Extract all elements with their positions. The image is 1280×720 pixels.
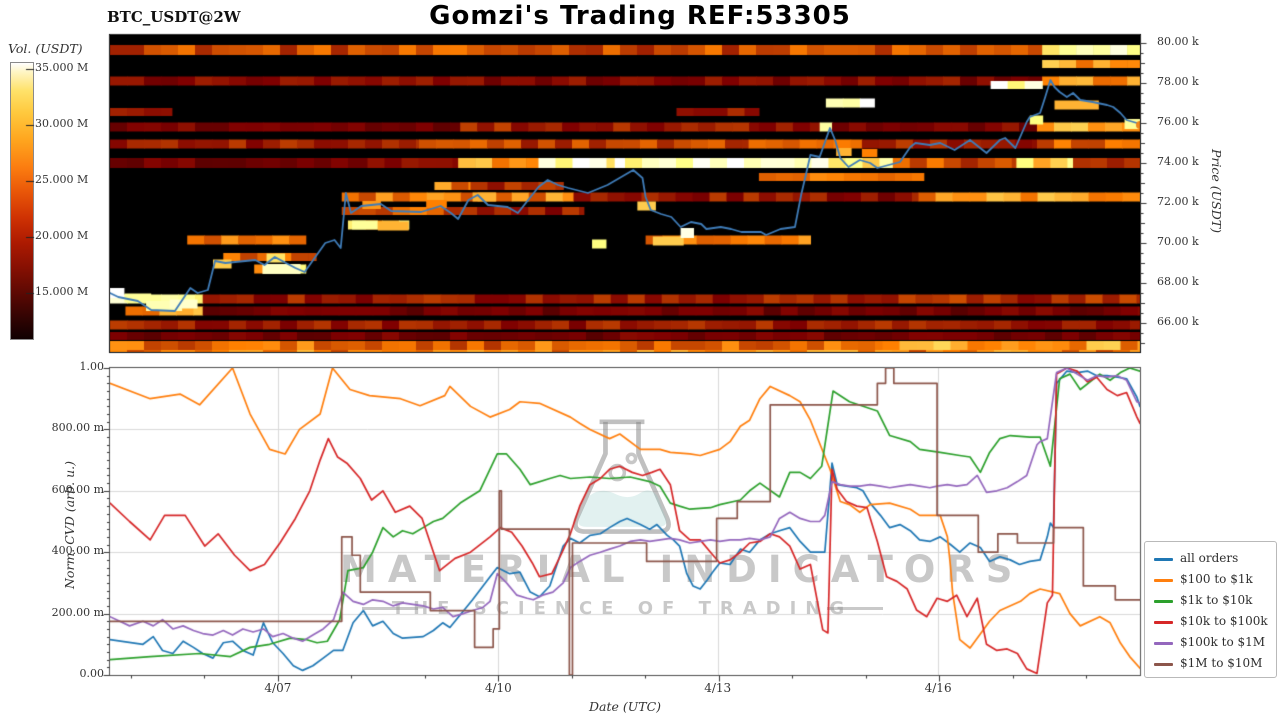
legend-label: $100k to $1M [1180, 635, 1266, 649]
colorbar-title: Vol. (USDT) [8, 41, 83, 56]
price-tick: 76.00 k [1157, 115, 1199, 128]
x-tick: 4/10 [484, 681, 512, 695]
legend-line-swatch [1154, 621, 1173, 624]
legend-line-swatch [1154, 600, 1173, 603]
x-tick: 4/07 [264, 681, 292, 695]
x-axis-title: Date (UTC) [588, 699, 662, 714]
legend-label: $1k to $10k [1180, 593, 1253, 607]
price-tick: 66.00 k [1157, 315, 1199, 328]
legend-item: $100k to $1M [1145, 633, 1276, 654]
colorbar-tick: 15.000 M [35, 285, 89, 298]
legend-item: $100 to $1k [1145, 570, 1276, 591]
cvd-axis-title: Norm. CVD (arb. u.) [62, 461, 77, 589]
colorbar-tick: 30.000 M [35, 117, 89, 130]
legend-label: $100 to $1k [1180, 572, 1253, 586]
cvd-tick: 0.00 [79, 667, 105, 680]
legend-item: all orders [1145, 549, 1276, 570]
legend-label: $10k to $100k [1180, 614, 1268, 628]
price-tick: 80.00 k [1157, 35, 1199, 48]
colorbar-gradient [10, 62, 34, 340]
price-tick: 72.00 k [1157, 195, 1199, 208]
x-tick: 4/13 [704, 681, 732, 695]
legend-line-swatch [1154, 558, 1173, 561]
legend-label: $1M to $10M [1180, 656, 1263, 670]
legend-item: $1M to $10M [1145, 654, 1276, 675]
cvd-tick: 200.00 m [51, 605, 104, 619]
legend-item: $1k to $10k [1145, 591, 1276, 612]
cvd-tick: 800.00 m [51, 421, 104, 435]
legend-label: all orders [1180, 551, 1239, 565]
price-tick: 74.00 k [1157, 155, 1199, 168]
legend-item: $10k to $100k [1145, 612, 1276, 633]
cvd-tick: 1.00 [79, 360, 105, 373]
legend-line-swatch [1154, 663, 1173, 666]
symbol-label: BTC_USDT@2W [107, 8, 241, 26]
price-tick: 70.00 k [1157, 235, 1199, 248]
price-tick: 68.00 k [1157, 275, 1199, 288]
colorbar-tick: 20.000 M [35, 229, 89, 242]
legend-line-swatch [1154, 642, 1173, 645]
price-tick: 78.00 k [1157, 75, 1199, 88]
price-axis-title: Price (USDT) [1209, 149, 1224, 233]
x-tick: 4/16 [924, 681, 952, 695]
heatmap-canvas [110, 35, 1140, 352]
cvd-lines-canvas [110, 368, 1140, 675]
legend-box: all orders $100 to $1k $1k to $10k $10k to … [1144, 541, 1277, 678]
colorbar-tick: 25.000 M [35, 173, 89, 186]
colorbar-tick: 35.000 M [35, 61, 89, 74]
legend-line-swatch [1154, 579, 1173, 582]
